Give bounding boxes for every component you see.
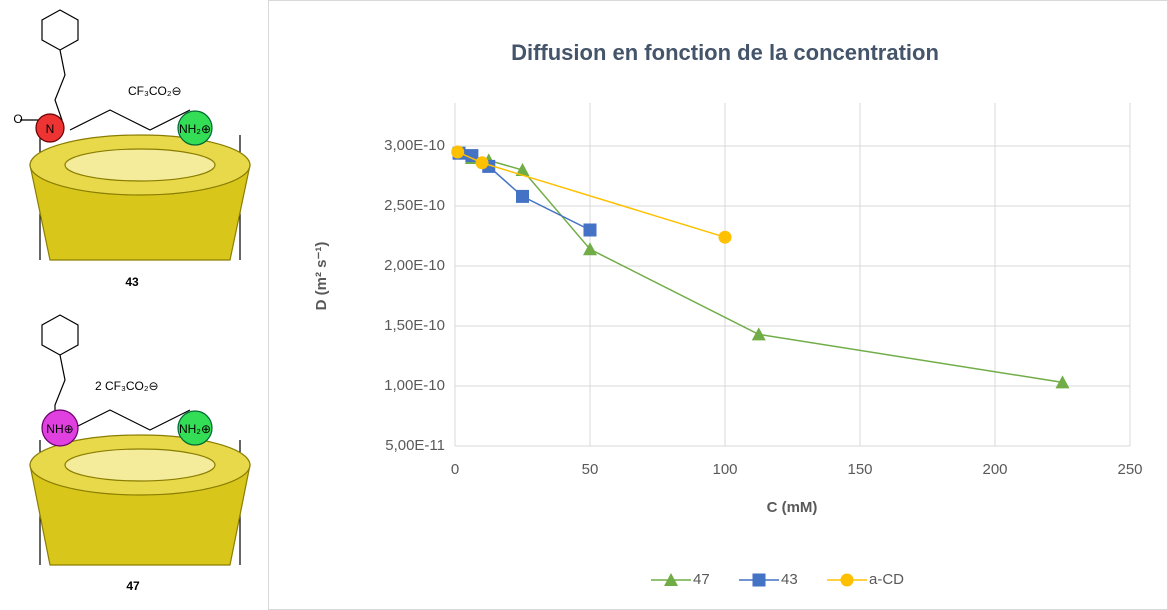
marker — [475, 156, 489, 170]
y-tick-label: 3,00E-10 — [384, 137, 445, 154]
marker — [1055, 375, 1070, 389]
marker — [751, 327, 766, 341]
carbonyl-label: O — [13, 112, 22, 126]
legend-label: 47 — [693, 571, 710, 588]
x-tick-label: 0 — [451, 461, 459, 478]
molecule-label: 43 — [125, 275, 139, 289]
marker — [583, 223, 597, 237]
marker — [718, 230, 732, 244]
x-tick-label: 50 — [582, 461, 599, 478]
molecule-label: 47 — [126, 579, 140, 593]
legend-marker — [840, 573, 854, 587]
chart-title: Diffusion en fonction de la concentratio… — [511, 40, 939, 65]
counterion: 2 CF₃CO₂⊖ — [95, 379, 159, 393]
nh2-label: NH₂⊕ — [179, 122, 211, 136]
x-tick-label: 250 — [1117, 461, 1142, 478]
y-tick-label: 2,00E-10 — [384, 257, 445, 274]
x-tick-label: 200 — [982, 461, 1007, 478]
molecule-47 — [29, 314, 251, 566]
x-axis-title: C (mM) — [767, 499, 818, 516]
marker — [583, 242, 597, 256]
x-tick-label: 100 — [712, 461, 737, 478]
marker — [515, 163, 530, 176]
legend-label: 43 — [781, 571, 798, 588]
legend-marker — [664, 573, 678, 586]
legend-marker — [752, 573, 766, 587]
marker — [451, 145, 465, 159]
molecule-43 — [20, 9, 251, 261]
counterion: CF₃CO₂⊖ — [128, 84, 182, 98]
y-tick-label: 5,00E-11 — [385, 437, 445, 454]
n-label: N — [46, 122, 55, 136]
nh-label: NH⊕ — [46, 422, 73, 436]
chart-frame — [268, 0, 1168, 610]
y-tick-label: 2,50E-10 — [384, 197, 445, 214]
nh2-label: NH₂⊕ — [179, 422, 211, 436]
y-tick-label: 1,50E-10 — [384, 317, 445, 334]
marker — [465, 149, 479, 163]
x-tick-label: 150 — [847, 461, 872, 478]
marker — [516, 189, 529, 203]
y-axis-title: D (m² s⁻¹) — [313, 242, 330, 311]
legend-label: a-CD — [869, 571, 904, 588]
y-tick-label: 1,00E-10 — [384, 377, 445, 394]
